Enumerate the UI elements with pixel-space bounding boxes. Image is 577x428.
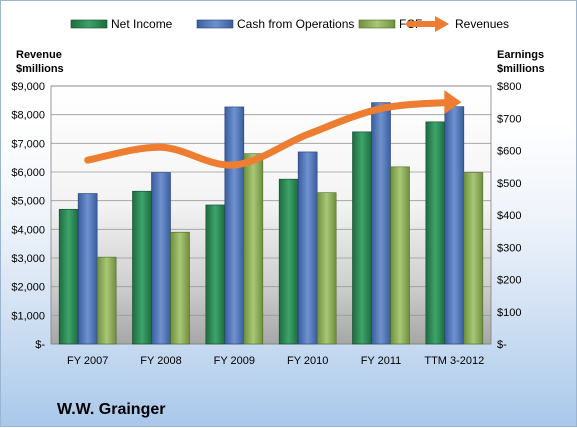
x-tick-label: FY 2011	[361, 355, 402, 367]
bar-net-income	[352, 131, 372, 345]
left-axis-title-line2: $millions	[16, 63, 64, 75]
legend-label-revenues: Revenues	[455, 17, 509, 31]
bar-net-income	[58, 208, 79, 345]
bar-cash-from-operations	[224, 106, 245, 345]
left-tick-label: $5,000	[11, 196, 45, 208]
plot-border	[50, 85, 492, 345]
right-tick-label: $100	[497, 307, 521, 319]
right-tick-label: $-	[497, 339, 507, 351]
bar-cash-from-operations	[444, 106, 465, 345]
bar-cash-from-operations	[151, 172, 171, 345]
right-tick-label: $300	[497, 242, 521, 254]
bar-fcf	[96, 256, 117, 345]
right-tick-label: $500	[497, 178, 521, 190]
bar-fcf	[316, 192, 337, 345]
revenues-arrowhead	[444, 90, 462, 115]
right-axis-title-line1: Earnings	[497, 49, 544, 61]
x-tick-label: FY 2008	[140, 355, 181, 367]
bar-cash-from-operations	[77, 193, 98, 345]
bar-net-income	[278, 178, 299, 345]
bar-fcf	[390, 166, 410, 345]
bar-cash-from-operations	[371, 102, 391, 345]
bar-cash-from-operations	[297, 151, 318, 345]
right-tick-label: $200	[497, 275, 521, 287]
legend-swatch-fcf	[358, 19, 396, 29]
left-tick-label: $1,000	[11, 310, 45, 322]
right-tick-label: $800	[497, 81, 521, 93]
x-tick-label: FY 2009	[214, 355, 255, 367]
bar-fcf	[463, 172, 484, 345]
right-tick-label: $700	[497, 113, 521, 125]
bar-fcf	[243, 153, 264, 345]
left-tick-label: $9,000	[11, 81, 45, 93]
right-tick-label: $600	[497, 146, 521, 158]
left-tick-label: $2,000	[11, 282, 45, 294]
left-tick-label: $8,000	[11, 110, 45, 122]
x-tick-label: TTM 3-2012	[424, 355, 484, 367]
bar-net-income	[425, 121, 446, 345]
bar-net-income	[132, 190, 152, 345]
legend-swatch-net-income	[70, 19, 108, 29]
legend-label-cash-from-operations: Cash from Operations	[237, 17, 354, 31]
right-tick-label: $400	[497, 210, 521, 222]
legend-label-net-income: Net Income	[111, 17, 173, 31]
right-axis-title-line2: $millions	[497, 63, 545, 75]
company-label: W.W. Grainger	[57, 401, 165, 418]
x-tick-label: FY 2007	[67, 355, 108, 367]
bar-net-income	[205, 204, 226, 345]
left-tick-label: $3,000	[11, 253, 45, 265]
left-tick-label: $7,000	[11, 138, 45, 150]
revenues-line	[84, 98, 458, 169]
bar-fcf	[170, 231, 190, 345]
legend-arrow-revenues	[435, 16, 449, 32]
left-tick-label: $4,000	[11, 224, 45, 236]
x-tick-label: FY 2010	[287, 355, 328, 367]
left-tick-label: $6,000	[11, 167, 45, 179]
left-tick-label: $-	[35, 339, 45, 351]
plot-area	[51, 86, 491, 344]
left-axis-title-line1: Revenue	[16, 49, 62, 61]
legend-swatch-cash-from-operations	[196, 19, 234, 29]
